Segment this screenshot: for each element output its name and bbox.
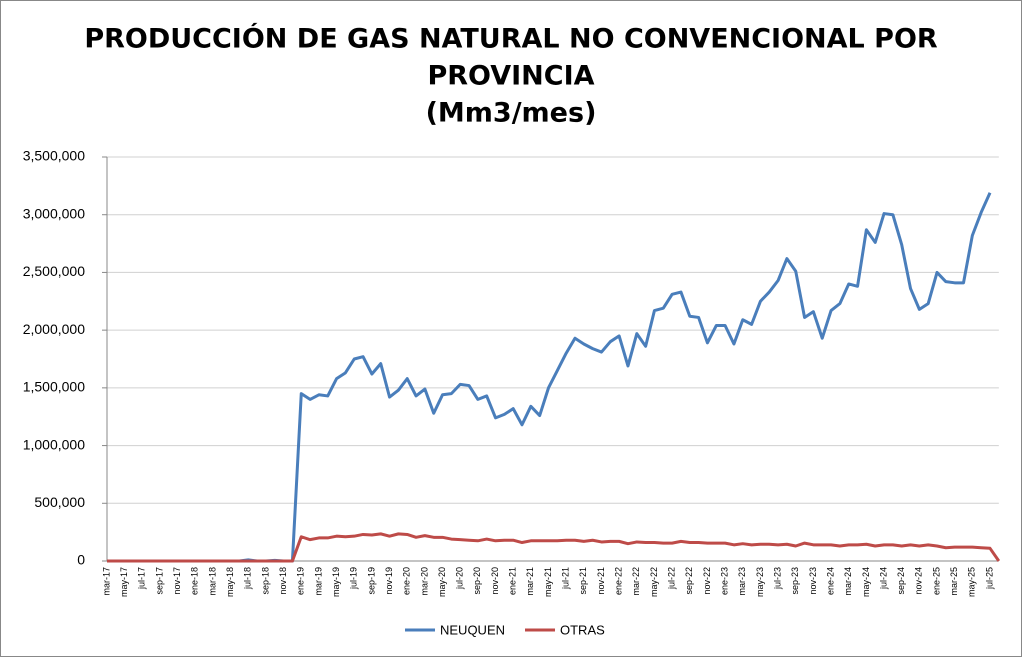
x-tick-label: nov-20 xyxy=(490,567,500,595)
x-tick-label: sep-17 xyxy=(154,567,164,595)
x-tick-label: jul-17 xyxy=(137,567,147,590)
x-tick-label: mar-21 xyxy=(525,567,535,596)
x-tick-label: may-18 xyxy=(225,567,235,597)
x-tick-label: nov-22 xyxy=(702,567,712,595)
x-tick-label: jul-22 xyxy=(666,567,676,590)
y-tick-label: 1,500,000 xyxy=(23,379,85,395)
x-tick-label: ene-18 xyxy=(190,567,200,595)
x-tick-label: sep-18 xyxy=(260,567,270,595)
x-tick-label: ene-22 xyxy=(614,567,624,595)
x-tick-label: ene-25 xyxy=(931,567,941,595)
chart-title: PROVINCIA xyxy=(427,61,594,92)
y-tick-label: 0 xyxy=(77,552,85,568)
x-tick-label: sep-19 xyxy=(366,567,376,595)
x-tick-label: jul-20 xyxy=(455,567,465,590)
x-tick-label: may-20 xyxy=(437,567,447,597)
x-tick-label: mar-18 xyxy=(207,567,217,596)
y-tick-label: 500,000 xyxy=(34,494,85,510)
y-tick-label: 2,500,000 xyxy=(23,263,85,279)
legend-label: OTRAS xyxy=(560,622,605,637)
x-tick-label: nov-23 xyxy=(808,567,818,595)
x-tick-label: sep-23 xyxy=(790,567,800,595)
x-tick-label: jul-21 xyxy=(561,567,571,590)
data-line xyxy=(107,532,1001,563)
x-tick-label: jul-24 xyxy=(878,567,888,590)
x-tick-label: mar-25 xyxy=(949,567,959,596)
x-tick-label: may-23 xyxy=(755,567,765,597)
y-tick-label: 2,000,000 xyxy=(23,321,85,337)
x-tick-label: sep-24 xyxy=(896,567,906,595)
y-tick-label: 3,500,000 xyxy=(23,148,85,164)
x-tick-label: mar-17 xyxy=(101,567,111,596)
x-tick-label: ene-20 xyxy=(402,567,412,595)
x-tick-label: jul-19 xyxy=(349,567,359,590)
x-tick-label: sep-22 xyxy=(684,567,694,595)
x-tick-label: mar-22 xyxy=(631,567,641,596)
x-tick-label: may-24 xyxy=(861,567,871,597)
x-tick-label: sep-20 xyxy=(472,567,482,595)
x-tick-label: jul-18 xyxy=(243,567,253,590)
x-tick-label: sep-21 xyxy=(578,567,588,595)
x-tick-label: may-25 xyxy=(967,567,977,597)
x-tick-label: may-17 xyxy=(119,567,129,597)
x-tick-label: nov-24 xyxy=(914,567,924,595)
x-tick-label: ene-21 xyxy=(508,567,518,595)
x-tick-label: nov-17 xyxy=(172,567,182,595)
x-tick-label: jul-25 xyxy=(984,567,994,590)
x-tick-label: nov-19 xyxy=(384,567,394,595)
x-tick-label: ene-23 xyxy=(719,567,729,595)
x-tick-label: jul-23 xyxy=(772,567,782,590)
x-tick-label: may-21 xyxy=(543,567,553,597)
x-tick-label: mar-20 xyxy=(419,567,429,596)
x-tick-label: mar-24 xyxy=(843,567,853,596)
x-tick-label: may-22 xyxy=(649,567,659,597)
y-tick-label: 1,000,000 xyxy=(23,436,85,452)
x-tick-label: may-19 xyxy=(331,567,341,597)
chart-title: PRODUCCIÓN DE GAS NATURAL NO CONVENCIONA… xyxy=(84,23,938,55)
x-tick-label: nov-18 xyxy=(278,567,288,595)
x-tick-label: ene-19 xyxy=(296,567,306,595)
y-tick-label: 3,000,000 xyxy=(23,205,85,221)
x-tick-label: nov-21 xyxy=(596,567,606,595)
legend-label: NEUQUEN xyxy=(440,622,505,637)
x-tick-label: mar-23 xyxy=(737,567,747,596)
x-tick-label: ene-24 xyxy=(825,567,835,595)
x-tick-label: mar-19 xyxy=(313,567,323,596)
chart-title: (Mm3/mes) xyxy=(426,98,597,129)
